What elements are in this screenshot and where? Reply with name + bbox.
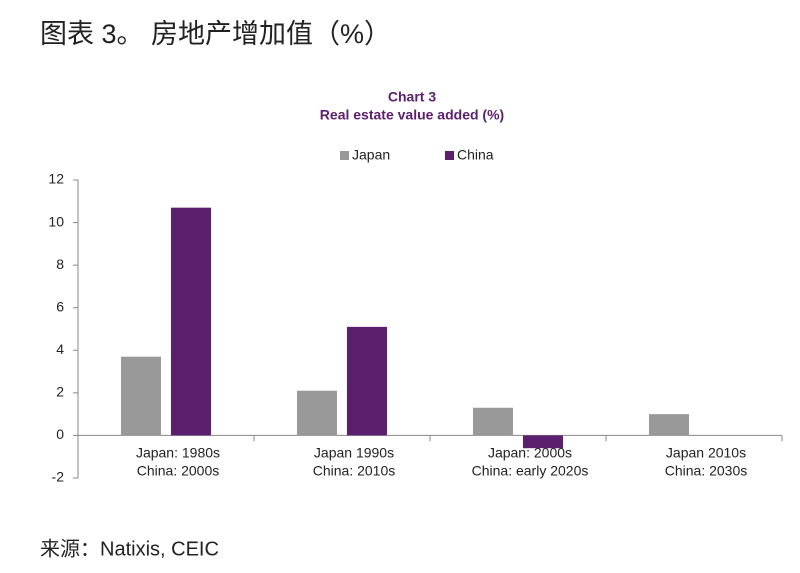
y-tick-label: 10	[48, 213, 64, 229]
x-tick-label: China: 2030s	[665, 463, 748, 479]
chart-title: Chart 3	[388, 89, 436, 105]
bar	[171, 207, 211, 436]
bar	[121, 356, 161, 436]
y-tick-label: 2	[56, 384, 64, 400]
y-tick-label: 6	[56, 298, 64, 314]
y-tick-label: 12	[48, 171, 64, 187]
bar	[523, 435, 563, 449]
y-tick-label: -2	[52, 469, 65, 485]
bar	[649, 414, 689, 436]
y-tick-label: 8	[56, 256, 64, 272]
bar	[473, 407, 513, 436]
y-tick-label: 0	[56, 426, 64, 442]
x-tick-label: China: 2000s	[137, 463, 220, 479]
legend-swatch	[340, 151, 349, 160]
x-tick-label: China: 2010s	[313, 463, 396, 479]
x-tick-label: Japan: 2000s	[488, 445, 572, 461]
source-note: 来源：Natixis, CEIC	[40, 537, 219, 560]
y-tick-label: 4	[56, 341, 64, 357]
bar	[297, 390, 337, 436]
legend-swatch	[445, 151, 454, 160]
x-tick-label: Japan 1990s	[314, 445, 394, 461]
x-tick-label: Japan 2010s	[666, 445, 746, 461]
bar	[347, 326, 387, 436]
legend-label: China	[457, 147, 494, 163]
x-tick-label: Japan: 1980s	[136, 445, 220, 461]
page-title: 图表 3。 房地产增加值（%）	[40, 19, 391, 49]
legend-label: Japan	[352, 147, 390, 163]
chart-subtitle: Real estate value added (%)	[320, 107, 504, 123]
x-tick-label: China: early 2020s	[472, 463, 589, 479]
